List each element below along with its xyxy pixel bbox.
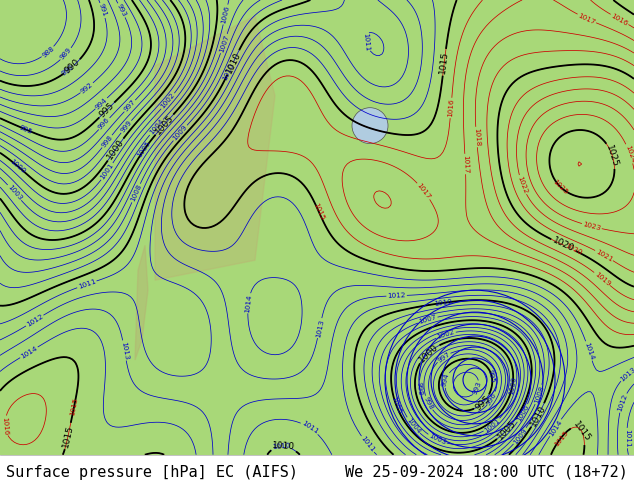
Polygon shape	[135, 245, 148, 360]
Text: 1015: 1015	[312, 202, 325, 221]
Text: 1013: 1013	[120, 341, 129, 360]
Text: 992: 992	[79, 81, 94, 95]
Text: 1020: 1020	[551, 236, 576, 254]
Text: 1005: 1005	[496, 418, 518, 441]
Text: 1011: 1011	[362, 32, 370, 51]
Text: 995: 995	[18, 124, 34, 135]
Text: 1017: 1017	[577, 12, 597, 25]
Text: 1008: 1008	[129, 183, 143, 203]
Text: 993: 993	[472, 381, 483, 396]
Text: 990: 990	[60, 64, 75, 77]
Text: 1006: 1006	[221, 5, 231, 24]
Text: 988: 988	[41, 45, 55, 59]
Text: 994: 994	[94, 97, 108, 110]
Text: 1005: 1005	[153, 113, 175, 136]
Text: 1015: 1015	[439, 50, 450, 74]
Text: 999: 999	[119, 120, 133, 134]
Text: 995: 995	[98, 101, 116, 120]
Text: 993: 993	[116, 3, 127, 18]
Text: 997: 997	[123, 99, 137, 113]
Text: 996: 996	[97, 117, 111, 131]
Text: 1003: 1003	[6, 184, 23, 201]
Text: 1006: 1006	[515, 404, 530, 423]
Text: 1009: 1009	[172, 124, 188, 142]
Text: 991: 991	[98, 3, 108, 18]
Text: 1016: 1016	[448, 98, 455, 118]
Text: 1016: 1016	[1, 416, 9, 435]
Text: 1010: 1010	[434, 299, 453, 307]
Text: 1002: 1002	[436, 329, 456, 340]
Text: 996: 996	[486, 391, 498, 406]
Text: 1013: 1013	[314, 318, 325, 338]
Text: 1020: 1020	[564, 243, 583, 256]
Text: 1007: 1007	[218, 34, 230, 53]
Text: 1010: 1010	[222, 62, 235, 81]
Text: 1014: 1014	[548, 418, 563, 437]
Text: 1023: 1023	[582, 221, 602, 231]
Text: 1019: 1019	[593, 270, 611, 287]
Text: We 25-09-2024 18:00 UTC (18+72): We 25-09-2024 18:00 UTC (18+72)	[345, 465, 628, 480]
Text: Surface pressure [hPa] EC (AIFS): Surface pressure [hPa] EC (AIFS)	[6, 465, 299, 480]
Text: 1013: 1013	[619, 366, 634, 382]
Text: 1017: 1017	[416, 182, 432, 200]
Text: 1011: 1011	[301, 420, 319, 436]
Text: 1005: 1005	[136, 140, 152, 159]
Text: 1009: 1009	[512, 427, 528, 445]
Text: 1003: 1003	[427, 433, 447, 446]
Text: 1010: 1010	[272, 441, 295, 451]
Text: 1018: 1018	[473, 127, 480, 147]
Text: 1000: 1000	[417, 342, 440, 364]
Text: 1025: 1025	[604, 144, 620, 168]
Text: 989: 989	[59, 47, 73, 61]
Text: 1012: 1012	[25, 313, 44, 328]
Text: 1014: 1014	[583, 341, 595, 361]
Text: 998: 998	[100, 134, 113, 148]
Text: 1010: 1010	[529, 403, 548, 427]
Text: 999: 999	[416, 381, 424, 395]
Text: 998: 998	[423, 395, 434, 411]
Text: 1021: 1021	[595, 248, 614, 263]
Text: 1004: 1004	[148, 118, 165, 136]
Polygon shape	[155, 16, 275, 280]
Text: 1015: 1015	[553, 429, 569, 447]
Text: 1014: 1014	[244, 294, 252, 313]
Text: 1015: 1015	[571, 420, 593, 444]
Text: 1008: 1008	[533, 385, 545, 404]
Text: 1001: 1001	[100, 162, 115, 181]
Text: 1000: 1000	[8, 158, 27, 174]
Text: 995: 995	[487, 368, 496, 383]
Text: 1011: 1011	[77, 278, 96, 290]
Text: 1022: 1022	[516, 175, 528, 195]
Circle shape	[352, 108, 388, 144]
Text: 1012: 1012	[617, 393, 628, 413]
Text: 1011: 1011	[359, 435, 375, 453]
Text: 1011: 1011	[624, 429, 630, 447]
Text: 1005: 1005	[390, 395, 402, 415]
Text: 1014: 1014	[20, 345, 39, 360]
Text: 1010: 1010	[271, 442, 290, 450]
Text: 994: 994	[441, 372, 451, 388]
Text: 1007: 1007	[418, 314, 437, 325]
Text: 997: 997	[436, 351, 451, 364]
Text: 1004: 1004	[405, 416, 421, 435]
Text: 1000: 1000	[508, 376, 517, 395]
Text: 1012: 1012	[387, 293, 406, 299]
Text: 990: 990	[63, 58, 82, 76]
Text: 1000: 1000	[105, 138, 126, 162]
Text: 1025: 1025	[552, 178, 569, 196]
Text: 1024: 1024	[624, 144, 634, 163]
Text: 1016: 1016	[610, 12, 629, 26]
Text: 1001: 1001	[483, 417, 501, 433]
Text: 1010: 1010	[224, 50, 242, 74]
Text: 995: 995	[474, 393, 492, 412]
Text: 1015: 1015	[61, 424, 75, 448]
Text: 1017: 1017	[462, 155, 469, 173]
Text: 1002: 1002	[160, 92, 176, 110]
Text: 1015: 1015	[69, 397, 79, 416]
